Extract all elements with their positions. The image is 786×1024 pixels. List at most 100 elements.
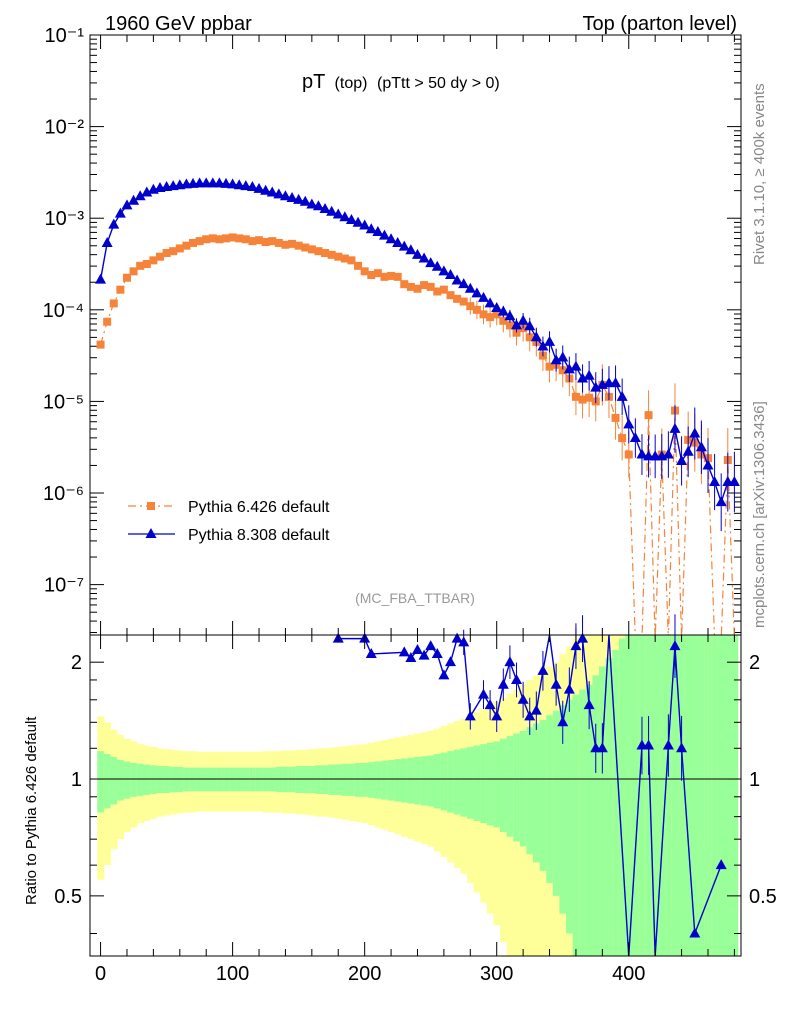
pythia8-point — [293, 193, 305, 204]
ratio-point — [669, 640, 681, 651]
pythia8-point — [530, 331, 542, 342]
band-green — [552, 710, 560, 896]
pythia6-point — [301, 243, 310, 252]
pythia6-point — [611, 413, 620, 422]
pythia6-point — [149, 256, 158, 265]
pythia6-point — [314, 247, 323, 256]
ratio-point — [497, 678, 509, 689]
ratio-point — [418, 649, 430, 660]
pythia8-point — [636, 448, 648, 459]
pythia6-point — [347, 256, 356, 265]
ratio-y-label: Ratio to Pythia 6.426 default — [23, 716, 40, 905]
ratio-point — [550, 678, 562, 689]
pythia6-point — [525, 333, 534, 342]
pythia6-point — [380, 272, 389, 281]
legend-label-pythia8: Pythia 8.308 default — [188, 527, 330, 544]
main-y-axis: 10⁻¹ 10⁻² 10⁻³ 10⁻⁴ 10⁻⁵ 10⁻⁶ 10⁻⁷ — [43, 25, 741, 634]
pythia6-point — [439, 285, 448, 294]
pythia6-point — [466, 302, 475, 311]
band-green — [592, 675, 600, 957]
pythia6-point — [505, 321, 514, 330]
band-green — [500, 738, 508, 833]
pythia6-point — [288, 239, 297, 248]
pythia6-point — [624, 450, 633, 459]
pythia6-point — [103, 317, 112, 326]
pythia6-point — [109, 299, 118, 308]
pythia8-point — [345, 214, 357, 225]
pythia8-point — [715, 496, 727, 507]
ratio-point — [438, 669, 450, 680]
pythia6-point — [248, 237, 257, 246]
band-green — [704, 634, 712, 957]
band-green — [658, 634, 666, 957]
ratio-point — [662, 739, 674, 750]
band-green — [572, 694, 580, 956]
legend: Pythia 6.426 default Pythia 8.308 defaul… — [128, 499, 330, 544]
pythia6-point — [162, 249, 171, 258]
ratio-point — [689, 927, 701, 938]
pythia8-point — [233, 179, 245, 190]
pythia8-point — [662, 448, 674, 459]
pythia8-point — [108, 218, 120, 229]
pythia8-point — [444, 269, 456, 279]
pythia8-point — [544, 335, 556, 346]
pythia6-point — [406, 282, 415, 291]
pythia8-point — [702, 459, 714, 470]
pythia8-point — [682, 445, 694, 456]
pythia6-point — [241, 235, 250, 244]
y-tick-label: 10⁻⁷ — [44, 575, 84, 597]
band-green — [546, 715, 554, 883]
band-green — [559, 705, 567, 914]
pythia6-point — [208, 234, 217, 243]
band-green — [533, 723, 541, 863]
legend-marker-pythia8 — [145, 528, 157, 538]
ratio-panel: 0.5 0.5 1 1 2 2 0 100 200 300 400 Ratio to Pythia… — [23, 614, 777, 985]
band-green — [163, 766, 171, 794]
pythia6-point — [585, 393, 594, 402]
pythia8-point — [227, 178, 239, 189]
main-x-axis — [100, 35, 735, 635]
pythia8-point — [385, 233, 397, 244]
ratio-point — [715, 859, 727, 870]
band-green — [97, 751, 105, 813]
band-green — [460, 748, 468, 817]
pythia6-point — [446, 291, 455, 300]
band-green — [711, 634, 719, 957]
pythia8-point — [438, 265, 450, 276]
band-green — [513, 733, 521, 842]
band-green — [407, 757, 415, 804]
pythia6-point — [472, 305, 481, 314]
pythia8-point — [101, 236, 113, 247]
pythia6-point — [274, 238, 283, 247]
pythia8-point — [451, 274, 463, 285]
pythia6-point — [512, 328, 521, 337]
ratio-point — [530, 704, 542, 715]
ratio-point — [398, 646, 410, 657]
pythia6-point — [479, 310, 488, 319]
band-green — [665, 634, 673, 957]
band-green — [625, 634, 633, 957]
pythia8-point — [629, 432, 641, 443]
band-green — [638, 634, 646, 957]
ratio-y-axis: 0.5 0.5 1 1 2 2 — [54, 652, 777, 934]
band-green — [433, 754, 442, 809]
pythia8-point — [299, 195, 311, 206]
pythia8-point — [497, 305, 509, 316]
band-green — [671, 634, 679, 957]
band-green — [328, 764, 336, 795]
ratio-point — [563, 683, 575, 694]
watermark: (MC_FBA_TTBAR) — [355, 590, 475, 606]
band-green — [321, 765, 329, 795]
band-green — [156, 766, 164, 794]
mcplots-label: mcplots.cern.ch [arXiv:1306.3436] — [751, 401, 768, 628]
band-green — [354, 762, 362, 797]
pythia8-point — [550, 354, 562, 365]
pythia6-point — [393, 272, 402, 281]
band-green — [526, 727, 534, 855]
pythia8-point — [458, 278, 470, 289]
pythia8-point — [95, 273, 107, 284]
band-green — [447, 751, 455, 813]
pythia8-point — [623, 418, 635, 429]
series-pythia6 — [96, 233, 735, 641]
band-green — [420, 756, 428, 806]
